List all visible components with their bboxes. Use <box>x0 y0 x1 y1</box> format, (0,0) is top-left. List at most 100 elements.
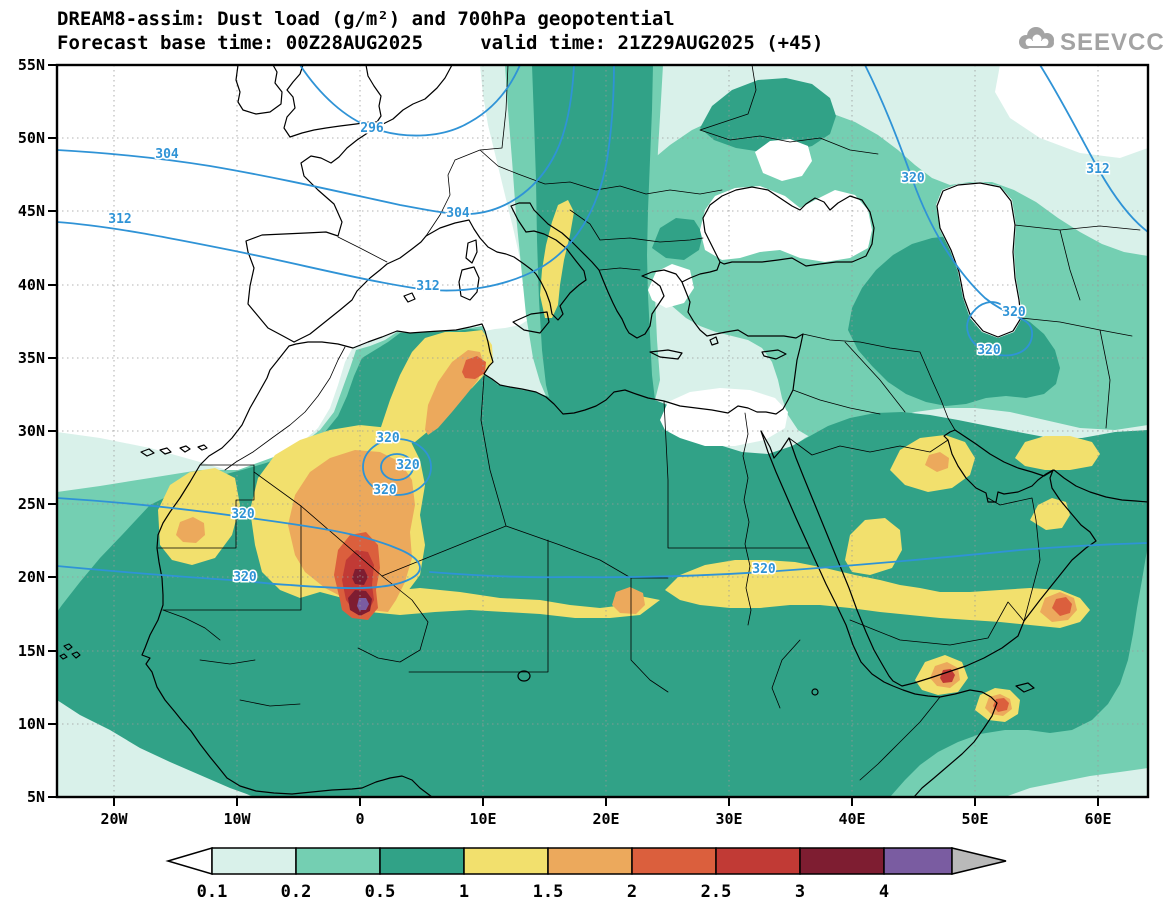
colorbar-cell <box>295 847 381 875</box>
nile-river <box>742 412 752 626</box>
lon-label: 0 <box>355 810 364 828</box>
coast-redsea-horn <box>760 430 998 798</box>
contour-296 <box>299 64 521 137</box>
sea-white-masks <box>648 65 1148 446</box>
geopotential-contours <box>56 64 1149 590</box>
coast-iran <box>954 429 1149 503</box>
lon-label: 30E <box>715 810 742 828</box>
coast-sinai <box>760 430 790 459</box>
y-ticks <box>48 64 57 798</box>
contour-label: 320 <box>901 171 925 186</box>
contour-320-west-tongue <box>56 497 421 590</box>
black-sea-mask <box>700 186 872 262</box>
cloud-icon <box>1019 27 1054 49</box>
lon-label: 10E <box>469 810 496 828</box>
lat-label: 50N <box>18 129 45 147</box>
lat-label: 30N <box>18 422 45 440</box>
coast-ireland <box>235 64 283 115</box>
contour-label: 296 <box>360 121 384 136</box>
coast-spain-med <box>293 235 427 343</box>
colorbar-cell <box>799 847 885 875</box>
contour-labels: 296 304 304 312 312 312 320 320 320 320 … <box>107 120 1111 587</box>
colorbar <box>165 846 1007 876</box>
lon-label: 40E <box>838 810 865 828</box>
contour-label: 320 <box>1002 305 1026 320</box>
colorbar-label: 0.1 <box>197 882 228 902</box>
contour-312-northeast <box>1039 64 1149 233</box>
colorbar-label: 4 <box>879 882 889 902</box>
lat-label: 10N <box>18 715 45 733</box>
lat-label: 25N <box>18 495 45 513</box>
lat-label: 20N <box>18 568 45 586</box>
country-borders <box>157 64 1141 781</box>
colorbar-label: 2.5 <box>701 882 732 902</box>
egypt-gap-mask <box>660 388 788 446</box>
colorbar-cell <box>547 847 633 875</box>
colorbar-cell <box>883 847 953 875</box>
colorbar-label: 0.5 <box>365 882 396 902</box>
x-axis-labels: 20W 10W 0 10E 20E 30E 40E 50E 60E <box>100 810 1111 828</box>
island-corsica <box>465 239 478 264</box>
coast-iberia-france <box>245 64 453 343</box>
lat-label: 55N <box>18 56 45 74</box>
colorbar-arrow-low <box>165 846 213 876</box>
colorbar-cell <box>211 847 297 875</box>
lon-label: 20E <box>592 810 619 828</box>
lat-label: 45N <box>18 202 45 220</box>
contour-label: 312 <box>416 279 439 294</box>
axis-ticks <box>48 64 1099 806</box>
colorbar-label: 1.5 <box>533 882 564 902</box>
colorbar-cell <box>379 847 465 875</box>
colorbar-label: 1 <box>459 882 469 902</box>
islands-cape-verde <box>59 643 81 660</box>
contour-312-west <box>56 64 615 292</box>
island-mallorca <box>403 292 416 303</box>
x-ticks <box>113 797 1099 806</box>
colorbar-labels: 0.1 0.2 0.5 1 1.5 2 2.5 3 4 <box>197 882 889 902</box>
contour-label: 304 <box>446 206 470 221</box>
title-line-1: DREAM8-assim: Dust load (g/m²) and 700hP… <box>57 8 675 30</box>
coast-uk <box>283 64 382 138</box>
lat-label: 35N <box>18 349 45 367</box>
island-crete <box>649 349 683 360</box>
contour-label: 320 <box>233 570 257 585</box>
colorbar-label: 3 <box>795 882 805 902</box>
lat-label: 15N <box>18 642 45 660</box>
island-cyprus <box>761 349 787 360</box>
aegean-mask <box>648 264 694 308</box>
contour-label: 304 <box>155 147 179 162</box>
colorbar-arrow-high <box>951 847 1007 875</box>
contour-label: 312 <box>1086 162 1109 177</box>
contour-label: 320 <box>752 562 776 577</box>
logo-text: SEEVCCC <box>1060 29 1165 56</box>
island-sicily <box>512 311 550 334</box>
contour-304 <box>56 64 575 216</box>
contour-label: 312 <box>108 212 131 227</box>
islands-canary <box>140 444 208 457</box>
colorbar-label: 0.2 <box>281 882 312 902</box>
lat-label: 40N <box>18 276 45 294</box>
contour-320-cutoff-inner <box>380 453 414 481</box>
lon-label: 60E <box>1084 810 1111 828</box>
contour-label: 320 <box>977 343 1001 358</box>
y-axis-labels: 55N 50N 45N 40N 35N 30N 25N 20N 15N 10N … <box>18 56 45 806</box>
corner-gap-mask <box>995 65 1148 158</box>
island-rhodes <box>709 336 719 346</box>
coastlines <box>59 64 1149 798</box>
seevccc-logo: SEEVCCC <box>1019 27 1165 56</box>
contour-320-east <box>429 542 1149 579</box>
lon-label: 10W <box>223 810 251 828</box>
colorbar-label: 2 <box>627 882 637 902</box>
lon-label: 50E <box>961 810 988 828</box>
coast-caspian <box>936 182 1022 338</box>
coast-black-sea <box>681 186 875 283</box>
colorbar-cell <box>631 847 717 875</box>
contour-label: 320 <box>231 507 255 522</box>
title-line-2: Forecast base time: 00Z28AUG2025 valid t… <box>57 32 823 54</box>
lake-tana <box>811 688 819 696</box>
lon-label: 20W <box>100 810 128 828</box>
contour-320-cutoff-outer <box>362 438 432 496</box>
ukraine-gap-mask <box>755 139 812 181</box>
